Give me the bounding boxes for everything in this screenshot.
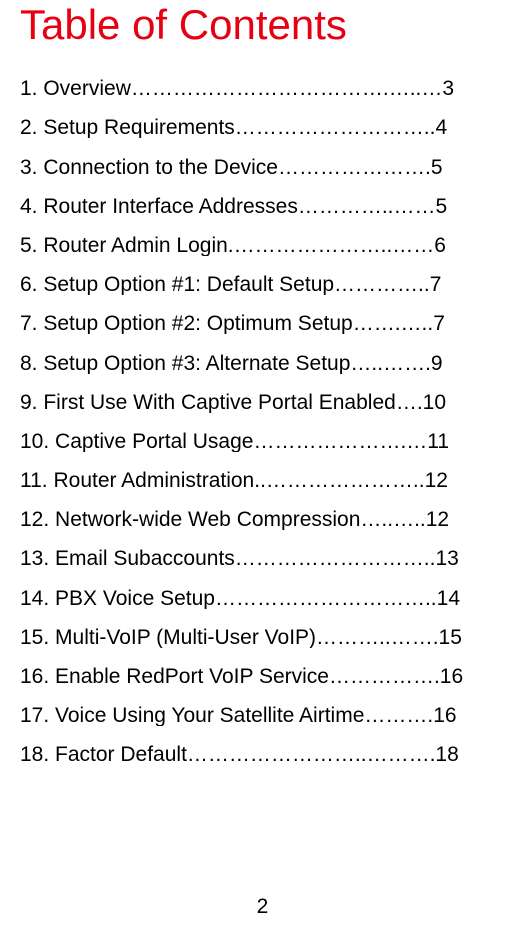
toc-entry: 12. Network-wide Web Compression…..…..12: [20, 509, 505, 530]
toc-entry: 16. Enable RedPort VoIP Service…………….16: [20, 666, 505, 687]
page-container: Table of Contents 1. Overview………………………………: [0, 0, 525, 945]
toc-entry: 10. Captive Portal Usage………………….…11: [20, 431, 505, 452]
toc-entry: 3. Connection to the Device………………….5: [20, 157, 505, 178]
toc-entry: 18. Factor Default……………………..……….18: [20, 744, 505, 765]
toc-entry: 7. Setup Option #2: Optimum Setup…….…..7: [20, 313, 505, 334]
table-of-contents: 1. Overview……………………………….…..…3 2. Setup R…: [20, 78, 505, 765]
toc-entry: 9. First Use With Captive Portal Enabled…: [20, 392, 505, 413]
toc-entry: 6. Setup Option #1: Default Setup…………..7: [20, 274, 505, 295]
toc-entry: 13. Email Subaccounts………………………..13: [20, 548, 505, 569]
toc-entry: 4. Router Interface Addresses…………..……5: [20, 196, 505, 217]
toc-entry: 14. PBX Voice Setup…………………………..14: [20, 588, 505, 609]
toc-entry: 11. Router Administration..…………………..12: [20, 470, 505, 491]
page-title: Table of Contents: [20, 0, 505, 48]
toc-entry: 5. Router Admin Login.…………………..……6: [20, 235, 505, 256]
toc-entry: 1. Overview……………………………….…..…3: [20, 78, 505, 99]
toc-entry: 8. Setup Option #3: Alternate Setup…..………: [20, 353, 505, 374]
toc-entry: 17. Voice Using Your Satellite Airtime………: [20, 705, 505, 726]
toc-entry: 2. Setup Requirements………………………..4: [20, 117, 505, 138]
toc-entry: 15. Multi-VoIP (Multi-User VoIP)………..…….…: [20, 627, 505, 648]
page-number: 2: [0, 895, 525, 919]
